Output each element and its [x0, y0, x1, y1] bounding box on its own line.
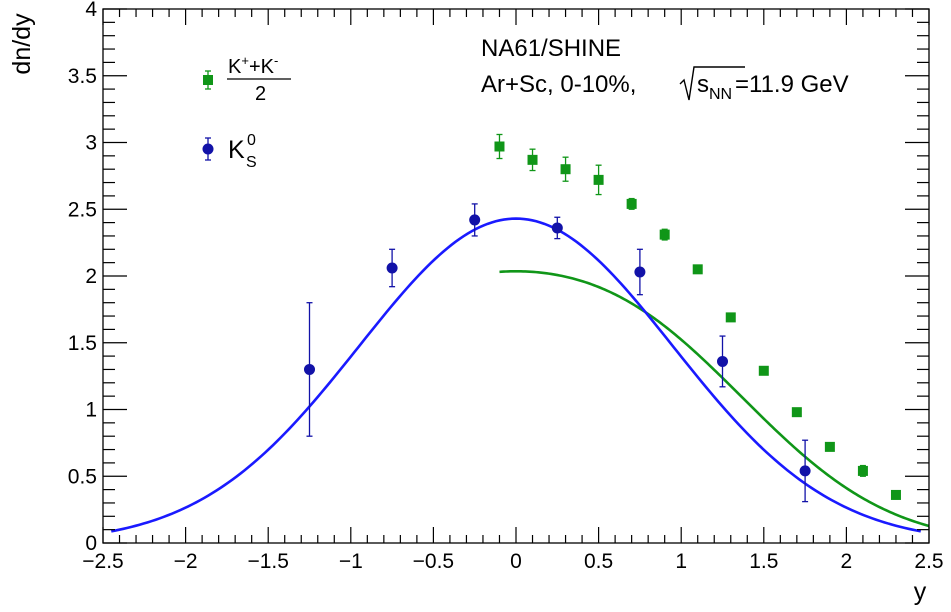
- circle-marker: [304, 363, 315, 375]
- x-tick-label: 1.5: [749, 550, 778, 573]
- legend-square-marker: [203, 75, 213, 85]
- x-tick-label: 2: [841, 550, 853, 573]
- x-tick-label: −2: [174, 550, 198, 573]
- square-marker: [626, 198, 637, 209]
- data-point-kpm: [824, 441, 835, 452]
- y-tick-label: 1.5: [68, 332, 97, 355]
- square-marker: [758, 365, 769, 376]
- data-point-kpm: [494, 133, 505, 160]
- y-axis-label: dn/dy: [8, 13, 36, 75]
- x-tick-label: −1.5: [247, 550, 288, 573]
- square-marker: [527, 154, 538, 165]
- data-point-k0s: [386, 248, 398, 288]
- legend-label-k0s-sub: S: [246, 154, 257, 171]
- x-tick-label: −1: [339, 550, 363, 573]
- square-marker: [857, 465, 868, 476]
- data-point-kpm: [692, 264, 703, 275]
- square-marker: [824, 441, 835, 452]
- data-point-k0s: [634, 248, 646, 296]
- x-axis-label: y: [914, 578, 927, 606]
- circle-marker: [551, 222, 563, 234]
- x-tick-label: 1: [675, 550, 687, 573]
- data-points: [304, 133, 901, 503]
- data-point-kpm: [725, 312, 736, 323]
- circle-marker: [634, 266, 646, 278]
- data-point-kpm: [659, 228, 670, 241]
- sqrt-symbol: [679, 66, 745, 101]
- data-point-k0s: [551, 216, 563, 240]
- legend-label-k0s-sup: 0: [247, 132, 256, 149]
- annotation-system: Ar+Sc, 0-10%,: [481, 71, 636, 98]
- axis-ticks: −2.5 −2 −1.5 −1 −0.5 0 0.5 1 1.5 2 2.5 0 0.5 1 1.5 2 2.5…: [68, 0, 944, 573]
- y-tick-label: 3: [85, 132, 97, 155]
- circle-marker: [386, 262, 398, 274]
- square-marker: [560, 164, 571, 175]
- y-tick-label: 2.5: [68, 198, 97, 221]
- legend-entry-k0s: K 0 S: [202, 132, 257, 171]
- sqrt-s: s: [697, 71, 709, 98]
- x-tick-label: −0.5: [413, 550, 454, 573]
- y-tick-label: 4: [85, 0, 97, 21]
- square-marker: [791, 407, 802, 418]
- square-marker: [692, 264, 703, 275]
- y-tick-label: 2: [85, 265, 97, 288]
- y-tick-label: 1: [85, 399, 97, 422]
- data-point-kpm: [791, 407, 802, 418]
- fit-curve-k0s: [111, 217, 921, 533]
- annotation-experiment: NA61/SHINE: [481, 35, 621, 62]
- circle-marker: [469, 214, 481, 226]
- legend-label-k0s: K: [228, 136, 245, 164]
- square-marker: [725, 312, 736, 323]
- square-marker: [890, 489, 901, 500]
- fit-curve-kpm: [499, 269, 930, 528]
- data-point-kpm: [626, 197, 637, 210]
- x-tick-label: 2.5: [914, 550, 943, 573]
- data-point-kpm: [593, 164, 604, 196]
- legend-label-kpm-denominator: 2: [255, 83, 266, 105]
- sqrt-s-subscript: NN: [709, 86, 732, 103]
- square-marker: [494, 141, 505, 152]
- legend-label-kpm-numerator: K++K-: [228, 53, 278, 78]
- data-point-k0s: [469, 203, 481, 237]
- square-marker: [593, 174, 604, 185]
- data-point-k0s: [799, 439, 811, 503]
- x-tick-label: 0.5: [584, 550, 613, 573]
- legend-circle-marker: [202, 143, 214, 155]
- legend: K++K- 2 K 0 S: [202, 53, 291, 171]
- legend-entry-kpm: K++K- 2: [203, 53, 291, 105]
- circle-marker: [799, 465, 811, 477]
- circle-marker: [717, 355, 728, 367]
- y-tick-label: 0: [85, 532, 97, 555]
- data-point-kpm: [857, 464, 868, 477]
- data-point-k0s: [717, 335, 728, 388]
- square-marker: [659, 229, 670, 240]
- x-tick-label: −2.5: [82, 550, 123, 573]
- data-point-kpm: [560, 156, 571, 182]
- y-tick-label: 3.5: [68, 65, 97, 88]
- data-point-kpm: [758, 365, 769, 376]
- fit-curves: [111, 217, 930, 533]
- data-point-kpm: [890, 489, 901, 500]
- x-tick-label: 0: [510, 550, 522, 573]
- data-point-k0s: [304, 302, 315, 437]
- annotation-energy: =11.9 GeV: [735, 71, 849, 98]
- y-tick-label: 0.5: [68, 465, 97, 488]
- data-point-kpm: [527, 148, 538, 172]
- annotation: NA61/SHINE Ar+Sc, 0-10%, s NN =11.9 GeV: [481, 35, 849, 103]
